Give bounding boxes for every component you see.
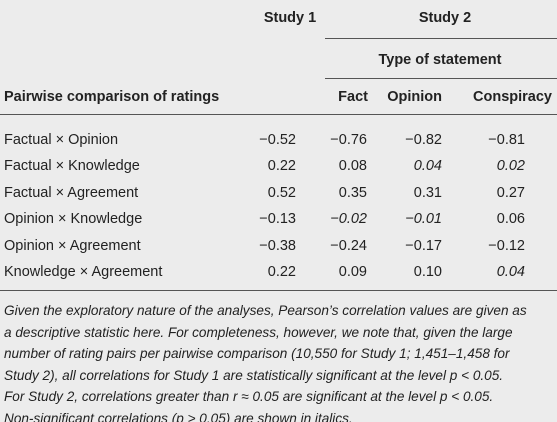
cell: −0.24	[330, 237, 367, 254]
row-label: Opinion × Knowledge	[4, 211, 143, 228]
cell: 0.09	[338, 264, 367, 280]
row-label: Factual × Agreement	[4, 184, 139, 201]
footnote-line: number of rating pairs per pairwise comp…	[4, 346, 510, 361]
row-label: Knowledge × Agreement	[4, 264, 163, 280]
cell: 0.08	[338, 158, 367, 175]
cell: −0.52	[259, 132, 296, 148]
cell: −0.01	[405, 211, 442, 228]
cell: 0.02	[496, 158, 525, 175]
cell: −0.02	[330, 211, 367, 228]
cell: 0.22	[267, 158, 296, 175]
cell: 0.04	[496, 264, 525, 280]
cell: 0.22	[267, 264, 296, 280]
header-column: Conspiracy	[473, 89, 552, 105]
cell: −0.81	[488, 132, 525, 148]
cell: 0.52	[267, 184, 296, 201]
header-group: Type of statement	[378, 52, 502, 68]
header-row-label: Pairwise comparison of ratings	[4, 89, 220, 105]
cell: −0.82	[405, 132, 442, 148]
row-label: Factual × Opinion	[4, 132, 119, 148]
header-study1: Study 1	[263, 10, 317, 26]
cell: −0.38	[259, 237, 296, 254]
cell: 0.31	[413, 184, 442, 201]
rule	[325, 78, 557, 79]
cell: 0.35	[338, 184, 367, 201]
row-label: Factual × Knowledge	[4, 158, 140, 175]
row-label: Opinion × Agreement	[4, 237, 141, 254]
footnote-line: Given the exploratory nature of the anal…	[4, 303, 527, 318]
footnote-line: For Study 2, correlations greater than r…	[4, 389, 494, 404]
header-column: Fact	[338, 89, 368, 105]
cell: −0.12	[488, 237, 525, 254]
footnote-line: Study 2), all correlations for Study 1 a…	[4, 367, 504, 383]
cell: −0.76	[330, 132, 367, 148]
cell: −0.13	[259, 211, 296, 228]
header-study2: Study 2	[418, 10, 472, 26]
rule	[0, 290, 557, 291]
rule	[0, 114, 557, 115]
cell: 0.06	[496, 211, 525, 228]
cell: 0.04	[413, 158, 442, 175]
cell: 0.10	[413, 264, 442, 280]
cell: 0.27	[496, 184, 525, 201]
rule	[325, 38, 557, 39]
header-column: Opinion	[387, 89, 442, 105]
cell: −0.17	[405, 237, 442, 254]
footnote-line: a descriptive statistic here. For comple…	[4, 324, 513, 340]
footnote-line: Non-significant correlations (p > 0.05) …	[4, 410, 353, 422]
